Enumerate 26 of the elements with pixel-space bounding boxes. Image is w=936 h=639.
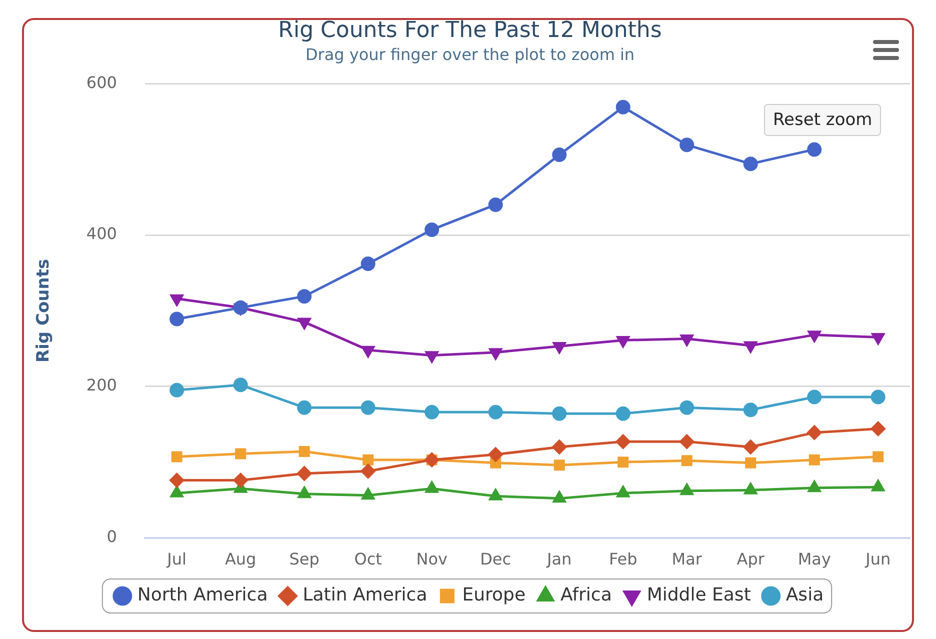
x-tick-label: Apr: [736, 550, 765, 569]
y-tick-label: 0: [106, 526, 117, 546]
legend-label: Latin America: [302, 584, 428, 606]
x-tick-label: Jul: [166, 550, 186, 569]
chart-title: Rig Counts For The Past 12 Months: [278, 18, 662, 43]
annotation: Reset zoom: [764, 104, 882, 136]
x-tick-label: Aug: [224, 550, 256, 569]
x-tick-label: Oct: [354, 550, 382, 569]
x-tick-label: Jan: [546, 550, 572, 569]
y-tick-label: 400: [86, 224, 117, 244]
x-tick-label: Dec: [480, 550, 512, 569]
y-tick-label: 600: [86, 72, 117, 92]
y-axis-title: Rig Counts: [34, 258, 54, 363]
x-tick-label: May: [798, 550, 831, 569]
y-tick-label: 200: [86, 376, 117, 395]
legend-label: Asia: [786, 584, 824, 606]
x-tick-label: Feb: [608, 550, 638, 569]
legend-label: Africa: [560, 584, 612, 606]
x-tick-label: Mar: [672, 550, 702, 569]
x-tick-label: Jun: [864, 550, 891, 569]
x-tick-label: Nov: [416, 550, 448, 569]
legend-label: Middle East: [646, 584, 751, 606]
x-tick-label: Sep: [289, 550, 320, 569]
legend-label: North America: [137, 584, 268, 606]
legend-label: Europe: [462, 584, 526, 606]
chart-subtitle: Drag your finger over the plot to zoom in: [305, 45, 635, 64]
